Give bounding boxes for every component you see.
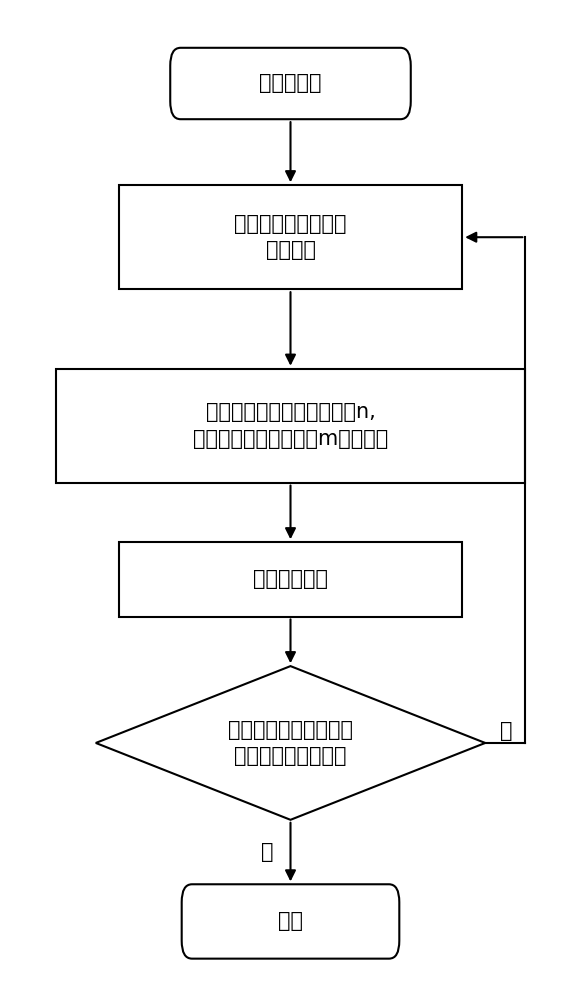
Text: 所有用户被着色或用户
的可用信道列表为空: 所有用户被着色或用户 的可用信道列表为空 [228, 720, 353, 766]
Text: 是: 是 [261, 842, 273, 862]
Text: 选择具有最大标记值的节点n,
并且用与之对应的颜色m对其着色: 选择具有最大标记值的节点n, 并且用与之对应的颜色m对其着色 [193, 402, 388, 449]
FancyBboxPatch shape [182, 884, 399, 959]
FancyBboxPatch shape [170, 48, 411, 119]
Text: 系统初始化: 系统初始化 [259, 73, 322, 93]
Bar [56, 369, 525, 483]
Polygon shape [96, 666, 485, 820]
Bar [119, 542, 462, 617]
Bar [119, 185, 462, 289]
Text: 计算标记值及与之对
应的颜色: 计算标记值及与之对 应的颜色 [234, 214, 347, 260]
Text: 否: 否 [500, 721, 512, 741]
Text: 结束: 结束 [278, 911, 303, 931]
Text: 更新网络拓扑: 更新网络拓扑 [253, 569, 328, 589]
